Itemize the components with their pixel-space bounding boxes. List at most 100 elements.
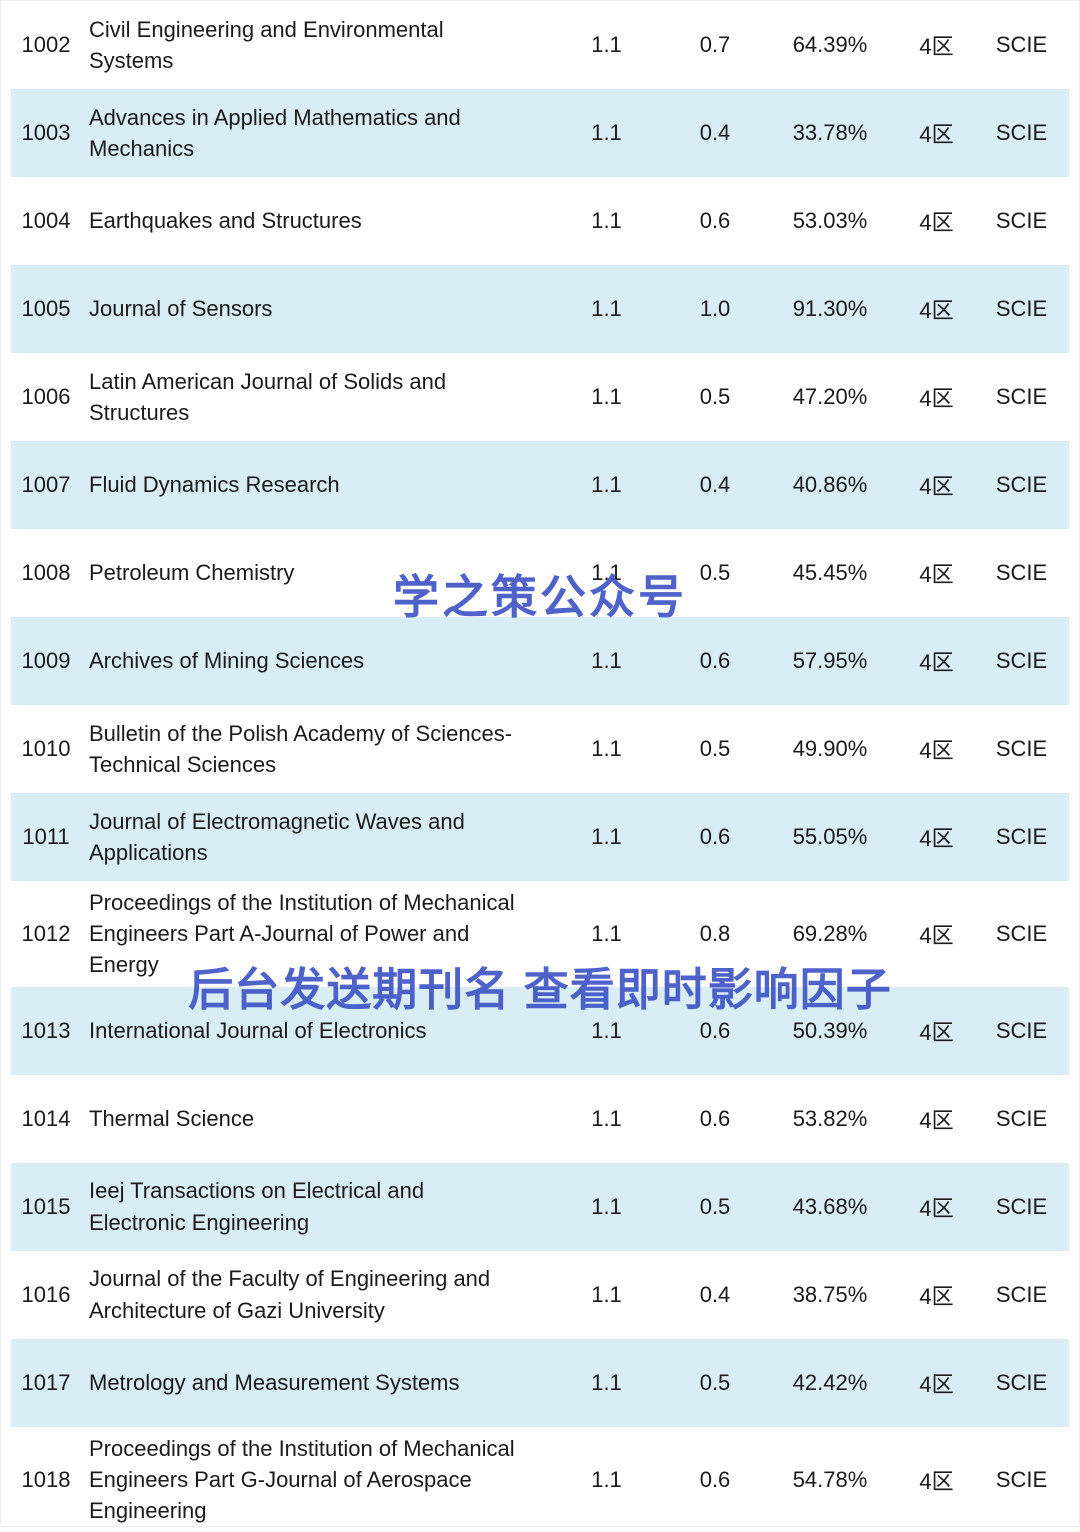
- journal-name: Thermal Science: [89, 1106, 255, 1132]
- impact-factor-value: 1.1: [591, 32, 622, 57]
- journal-rank: 1013: [21, 1017, 71, 1043]
- index-database-label: SCIE: [995, 120, 1048, 145]
- impact-factor-value: 1.1: [591, 1281, 622, 1307]
- partition-zone-label: 4区: [919, 1019, 954, 1045]
- secondary-metric-value: 0.5: [699, 1193, 731, 1219]
- impact-factor-value: 1.1: [591, 1105, 622, 1131]
- impact-factor-value: 1.1: [591, 824, 622, 849]
- table-row: 1017 Metrology and Measurement Systems 1…: [11, 1338, 1069, 1427]
- index-database-label: SCIE: [995, 648, 1048, 673]
- secondary-metric-value: 0.6: [699, 824, 731, 849]
- partition-zone-label: 4区: [919, 210, 954, 235]
- secondary-metric-value: 0.4: [699, 120, 731, 145]
- partition-zone-label: 4区: [919, 562, 954, 587]
- journal-name: Ieej Transactions on Electrical and Elec…: [89, 1178, 425, 1235]
- impact-factor-value: 1.1: [591, 920, 622, 946]
- index-database-label: SCIE: [995, 1466, 1048, 1492]
- journal-rank: 1003: [21, 120, 71, 145]
- percentile-value: 53.03%: [792, 208, 868, 233]
- journal-name: Civil Engineering and Environmental Syst…: [89, 16, 444, 73]
- journal-name: Bulletin of the Polish Academy of Scienc…: [89, 720, 513, 777]
- percentile-value: 43.68%: [792, 1193, 868, 1219]
- journal-rank: 1004: [21, 208, 71, 233]
- percentile-value: 54.78%: [792, 1466, 868, 1492]
- journal-name: International Journal of Electronics: [89, 1018, 427, 1044]
- percentile-value: 33.78%: [792, 120, 868, 145]
- journal-name: Advances in Applied Mathematics and Mech…: [89, 104, 461, 161]
- secondary-metric-value: 0.5: [699, 1369, 731, 1395]
- partition-zone-label: 4区: [919, 1283, 954, 1309]
- table-row: 1010 Bulletin of the Polish Academy of S…: [11, 705, 1069, 793]
- journal-rank: 1018: [21, 1466, 71, 1492]
- table-row: 1009 Archives of Mining Sciences 1.1 0.6…: [11, 617, 1069, 705]
- impact-factor-value: 1.1: [591, 1466, 622, 1492]
- percentile-value: 45.45%: [792, 560, 868, 585]
- journal-name: Journal of Electromagnetic Waves and App…: [89, 808, 465, 865]
- percentile-value: 55.05%: [792, 824, 868, 849]
- journal-rank: 1014: [21, 1105, 71, 1131]
- journal-rank: 1007: [21, 472, 71, 497]
- table-row: 1015 Ieej Transactions on Electrical and…: [11, 1162, 1069, 1251]
- journal-rank: 1006: [21, 384, 71, 409]
- partition-zone-label: 4区: [919, 826, 954, 851]
- table-row: 1011 Journal of Electromagnetic Waves an…: [11, 793, 1069, 881]
- index-database-label: SCIE: [995, 472, 1048, 497]
- journal-name: Earthquakes and Structures: [89, 208, 362, 234]
- table-row: 1004 Earthquakes and Structures 1.1 0.6 …: [11, 177, 1069, 265]
- impact-factor-value: 1.1: [591, 384, 622, 409]
- partition-zone-label: 4区: [919, 386, 954, 411]
- table-row: 1007 Fluid Dynamics Research 1.1 0.4 40.…: [11, 441, 1069, 529]
- index-database-label: SCIE: [995, 384, 1048, 409]
- secondary-metric-value: 0.6: [699, 1105, 731, 1131]
- partition-zone-label: 4区: [919, 1371, 954, 1397]
- journal-name: Proceedings of the Institution of Mechan…: [89, 890, 515, 978]
- secondary-metric-value: 0.5: [699, 560, 731, 585]
- percentile-value: 50.39%: [792, 1017, 868, 1043]
- index-database-label: SCIE: [995, 1193, 1048, 1219]
- table-row: 1005 Journal of Sensors 1.1 1.0 91.30% 4…: [11, 265, 1069, 353]
- secondary-metric-value: 0.6: [699, 1466, 731, 1492]
- impact-factor-value: 1.1: [591, 1193, 622, 1219]
- secondary-metric-value: 0.5: [699, 736, 731, 761]
- percentile-value: 64.39%: [792, 32, 868, 57]
- journal-rank: 1008: [21, 560, 71, 585]
- index-database-label: SCIE: [995, 1281, 1048, 1307]
- table-row: 1014 Thermal Science 1.1 0.6 53.82% 4区 S…: [11, 1075, 1069, 1163]
- journal-name: Journal of Sensors: [89, 296, 273, 322]
- journal-name: Latin American Journal of Solids and Str…: [89, 368, 447, 425]
- partition-zone-label: 4区: [919, 122, 954, 147]
- index-database-label: SCIE: [995, 824, 1048, 849]
- partition-zone-label: 4区: [919, 298, 954, 323]
- partition-zone-label: 4区: [919, 922, 954, 948]
- table-row: 1018 Proceedings of the Institution of M…: [11, 1427, 1069, 1532]
- index-database-label: SCIE: [995, 1369, 1048, 1395]
- journal-rank: 1002: [21, 32, 71, 57]
- table-row: 1008 Petroleum Chemistry 1.1 0.5 45.45% …: [11, 529, 1069, 617]
- partition-zone-label: 4区: [919, 1195, 954, 1221]
- journal-name: Petroleum Chemistry: [89, 560, 295, 586]
- impact-factor-value: 1.1: [591, 296, 622, 321]
- percentile-value: 42.42%: [792, 1369, 868, 1395]
- partition-zone-label: 4区: [919, 650, 954, 675]
- index-database-label: SCIE: [995, 1105, 1048, 1131]
- table-row: 1016 Journal of the Faculty of Engineeri…: [11, 1251, 1069, 1339]
- partition-zone-label: 4区: [919, 1468, 954, 1494]
- impact-factor-value: 1.1: [591, 1369, 622, 1395]
- impact-factor-value: 1.1: [591, 1017, 622, 1043]
- table-row: 1006 Latin American Journal of Solids an…: [11, 353, 1069, 441]
- percentile-value: 57.95%: [792, 648, 868, 673]
- index-database-label: SCIE: [995, 920, 1048, 946]
- table-row: 1003 Advances in Applied Mathematics and…: [11, 89, 1069, 177]
- journal-rank: 1015: [21, 1193, 71, 1219]
- index-database-label: SCIE: [995, 1017, 1048, 1043]
- table-row: 1002 Civil Engineering and Environmental…: [11, 1, 1069, 89]
- secondary-metric-value: 0.4: [699, 472, 731, 497]
- percentile-value: 38.75%: [792, 1281, 868, 1307]
- secondary-metric-value: 0.7: [699, 32, 731, 57]
- secondary-metric-value: 0.6: [699, 208, 731, 233]
- percentile-value: 49.90%: [792, 736, 868, 761]
- index-database-label: SCIE: [995, 560, 1048, 585]
- index-database-label: SCIE: [995, 736, 1048, 761]
- partition-zone-label: 4区: [919, 1107, 954, 1133]
- journal-rank: 1010: [21, 736, 71, 761]
